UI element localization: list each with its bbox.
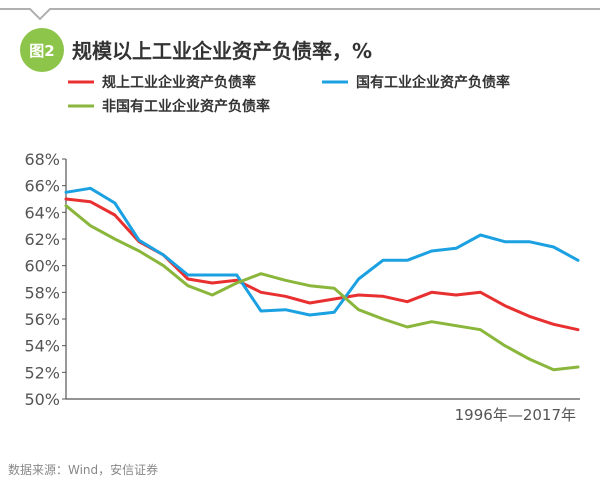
chart-title: 规模以上工业企业资产负债率，% [72,39,372,63]
data-point [454,247,458,250]
y-tick-label: 64% [24,203,60,222]
x-axis-label: 1996年—2017年 [455,406,576,424]
axes: 50% 52% 54% 56% 58% 60% 62% 64% 66% 68% [24,150,580,409]
data-point [381,317,385,321]
series-line [64,204,580,372]
data-point [552,245,555,249]
data-point [503,240,507,243]
figure-badge: 图2 [20,28,64,72]
data-point [357,308,360,311]
data-point [186,273,190,277]
data-point [211,293,214,297]
data-point [430,320,433,323]
data-point [89,224,92,227]
data-point [162,264,165,267]
data-point [479,233,482,237]
series-3 [64,204,580,372]
data-point [552,323,555,326]
source-note: 数据来源：Wind，安信证券 [8,462,158,477]
series-line [64,197,580,332]
y-tick-label: 58% [24,283,60,302]
data-point [259,272,263,275]
legend-label: 规上工业企业资产负债率 [102,74,256,91]
header-decor-line [0,8,600,21]
data-point [333,297,336,301]
badge-label: 图2 [29,42,54,60]
data-point [284,308,287,311]
y-tick-label: 68% [24,150,60,169]
data-point [235,279,238,282]
data-point [503,304,507,307]
data-point [406,325,409,329]
y-tick-label: 54% [24,337,60,356]
data-point [235,281,238,285]
data-point [186,277,190,281]
data-point [528,240,531,243]
data-point [64,191,68,194]
data-point [89,200,92,203]
legend-label: 国有工业企业资产负债率 [356,74,510,91]
data-point [381,259,385,262]
data-point [528,357,531,361]
data-point [479,291,482,294]
data-point [137,249,141,253]
data-point [381,295,385,298]
data-point [430,291,433,294]
data-point [89,187,92,190]
data-point [454,324,458,327]
y-tick-label: 60% [24,257,60,276]
data-point [259,309,263,313]
badge-circle [20,28,64,72]
series-group [64,186,580,372]
data-point [64,197,68,201]
data-point [308,301,311,305]
data-point [430,249,433,253]
data-point [113,201,117,205]
y-tick-label: 62% [24,230,60,249]
legend-label: 非国有工业企业资产负债率 [102,98,270,115]
data-point [479,328,482,331]
data-point [284,279,287,282]
data-point [259,291,263,294]
data-point [528,315,531,318]
data-point [64,204,68,207]
data-point [308,284,311,287]
series-1 [64,197,580,332]
data-point [406,259,409,262]
data-point [211,273,214,277]
data-point [454,293,458,297]
data-point [211,281,214,285]
series-2 [64,186,580,317]
data-point [576,365,580,369]
y-tick-label: 50% [24,390,60,409]
data-point [284,295,287,298]
data-point [357,293,360,297]
series-line [64,186,580,317]
data-point [186,284,190,287]
data-point [113,237,117,241]
data-point [235,273,238,277]
data-point [406,300,409,303]
y-tick-label: 52% [24,363,60,382]
data-point [357,277,360,281]
data-point [308,313,311,317]
data-point [333,311,336,314]
data-point [113,213,117,217]
y-tick-label: 56% [24,310,60,329]
data-point [137,239,141,242]
data-point [552,368,555,371]
data-point [576,328,580,331]
y-tick-label: 66% [24,177,60,196]
data-point [503,344,507,347]
data-point [162,253,165,257]
data-point [333,287,336,290]
data-point [576,259,580,262]
